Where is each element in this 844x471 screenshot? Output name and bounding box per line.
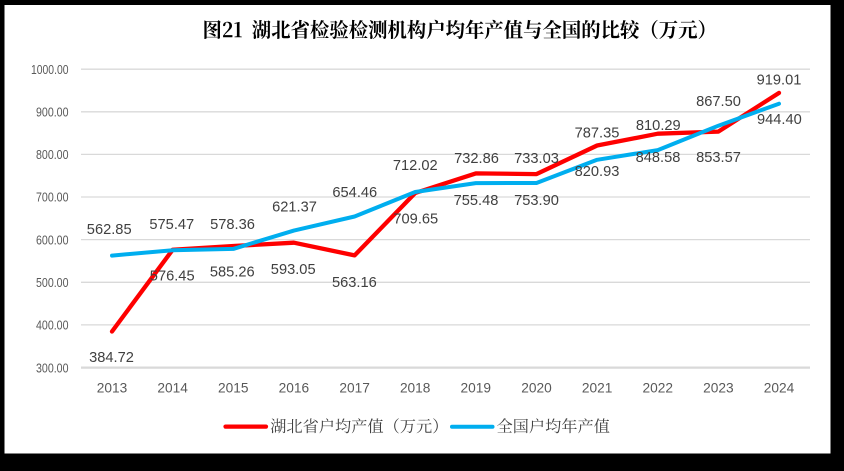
svg-text:733.03: 733.03 bbox=[514, 150, 559, 167]
svg-text:621.37: 621.37 bbox=[272, 199, 317, 216]
svg-text:787.35: 787.35 bbox=[575, 125, 620, 142]
svg-text:585.26: 585.26 bbox=[210, 263, 255, 280]
svg-text:578.36: 578.36 bbox=[210, 216, 255, 233]
svg-text:732.86: 732.86 bbox=[454, 150, 499, 167]
svg-text:853.57: 853.57 bbox=[696, 149, 741, 166]
svg-text:593.05: 593.05 bbox=[271, 261, 316, 278]
svg-text:654.46: 654.46 bbox=[332, 184, 377, 201]
svg-text:1000.00: 1000.00 bbox=[31, 62, 69, 77]
svg-text:2023: 2023 bbox=[703, 379, 734, 395]
svg-text:700.00: 700.00 bbox=[36, 190, 69, 205]
svg-text:2022: 2022 bbox=[643, 379, 674, 395]
svg-text:944.40: 944.40 bbox=[757, 111, 802, 128]
svg-text:2021: 2021 bbox=[582, 379, 613, 395]
svg-text:810.29: 810.29 bbox=[636, 117, 681, 134]
svg-text:2016: 2016 bbox=[279, 379, 310, 395]
svg-text:820.93: 820.93 bbox=[575, 163, 620, 180]
svg-text:563.16: 563.16 bbox=[332, 274, 377, 291]
svg-text:2013: 2013 bbox=[97, 379, 128, 395]
svg-text:2014: 2014 bbox=[157, 379, 188, 395]
svg-text:562.85: 562.85 bbox=[87, 221, 132, 238]
svg-text:600.00: 600.00 bbox=[36, 232, 69, 247]
svg-text:2018: 2018 bbox=[400, 379, 431, 395]
svg-text:867.50: 867.50 bbox=[696, 93, 741, 110]
svg-text:753.90: 753.90 bbox=[514, 192, 559, 209]
svg-text:2019: 2019 bbox=[461, 379, 492, 395]
svg-text:709.65: 709.65 bbox=[393, 211, 438, 228]
svg-text:2020: 2020 bbox=[521, 379, 552, 395]
svg-text:755.48: 755.48 bbox=[454, 192, 499, 209]
svg-text:500.00: 500.00 bbox=[36, 275, 69, 290]
svg-text:800.00: 800.00 bbox=[36, 147, 69, 162]
svg-text:2017: 2017 bbox=[339, 379, 370, 395]
svg-text:848.58: 848.58 bbox=[636, 149, 681, 166]
svg-text:900.00: 900.00 bbox=[36, 105, 69, 120]
svg-text:2015: 2015 bbox=[218, 379, 249, 395]
svg-text:2024: 2024 bbox=[764, 379, 795, 395]
svg-text:919.01: 919.01 bbox=[757, 71, 802, 88]
svg-text:400.00: 400.00 bbox=[36, 318, 69, 333]
svg-text:300.00: 300.00 bbox=[36, 360, 69, 375]
svg-text:384.72: 384.72 bbox=[89, 349, 134, 366]
svg-text:576.45: 576.45 bbox=[150, 267, 195, 284]
svg-text:712.02: 712.02 bbox=[393, 157, 438, 174]
svg-text:575.47: 575.47 bbox=[149, 216, 194, 233]
